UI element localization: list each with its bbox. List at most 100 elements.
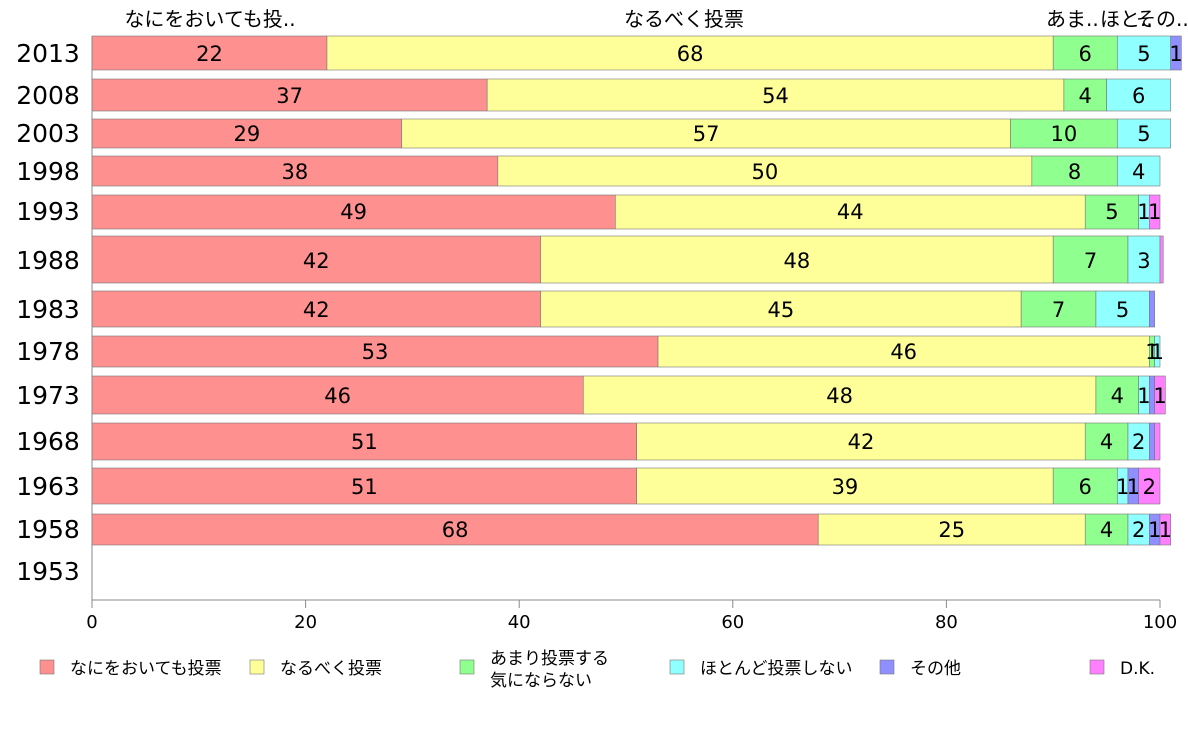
data-label: 1 — [1116, 475, 1129, 499]
legend-label: その他 — [910, 659, 961, 679]
bar-segment — [1052, 467, 1118, 505]
data-label: 37 — [276, 84, 303, 108]
legend-swatch — [249, 659, 265, 675]
bar-segment — [817, 513, 1086, 546]
bar-segment — [636, 467, 1054, 505]
data-label: 49 — [340, 200, 367, 224]
data-label: 4 — [1079, 84, 1092, 108]
bar-segment — [1063, 78, 1107, 112]
x-tick-label: 20 — [294, 612, 317, 633]
x-tick-label: 60 — [721, 612, 744, 633]
data-label: 1 — [1127, 475, 1140, 499]
series-top-label: その.. — [1136, 7, 1188, 31]
bar-segment — [401, 118, 1011, 149]
data-label: 1 — [1169, 42, 1182, 66]
bar-segment — [1116, 118, 1171, 149]
legend-label: あまり投票する — [490, 649, 609, 669]
x-tick-label: 40 — [508, 612, 531, 633]
bar-segment — [91, 118, 403, 149]
y-tick-label: 1958 — [16, 515, 80, 544]
data-label: 48 — [784, 249, 811, 273]
bar-segment — [91, 78, 488, 112]
bar-segment — [582, 375, 1097, 415]
data-label: 48 — [826, 384, 853, 408]
bar-segment — [1149, 194, 1161, 230]
x-tick-label: 80 — [935, 612, 958, 633]
data-label: 51 — [351, 430, 378, 454]
bar-segment — [1020, 290, 1097, 328]
data-label: 7 — [1052, 298, 1065, 322]
legend-swatch — [669, 659, 685, 675]
data-label: 7 — [1084, 249, 1097, 273]
bar-segment — [486, 78, 1065, 112]
y-tick-label: 1973 — [16, 381, 80, 410]
bar-segment — [1138, 467, 1161, 505]
data-label: 2 — [1132, 518, 1145, 542]
bar-segment — [91, 235, 541, 284]
data-label: 46 — [324, 384, 351, 408]
data-label: 10 — [1051, 122, 1078, 146]
data-label: 1 — [1137, 384, 1150, 408]
data-label: 3 — [1137, 249, 1150, 273]
y-tick-label: 1998 — [16, 157, 80, 186]
data-label: 51 — [351, 475, 378, 499]
bar-segment — [540, 290, 1022, 328]
bar-segment — [91, 35, 328, 71]
bar-segment — [1116, 35, 1171, 71]
data-label: 2 — [1143, 475, 1156, 499]
x-tick-label: 0 — [86, 612, 97, 633]
legend-swatch — [1089, 659, 1105, 675]
data-label: 25 — [938, 518, 965, 542]
data-label: 22 — [196, 42, 223, 66]
data-label: 1 — [1153, 384, 1166, 408]
data-label: 4 — [1132, 160, 1145, 184]
legend-swatch — [39, 659, 55, 675]
bar-segment — [540, 235, 1054, 284]
data-label: 54 — [762, 84, 789, 108]
legend-label: D.K. — [1120, 659, 1155, 679]
data-label: 2 — [1132, 430, 1145, 454]
data-label: 53 — [362, 340, 389, 364]
series-top-label: なるべく投票 — [624, 7, 744, 31]
y-tick-label: 1988 — [16, 246, 80, 275]
bar-segment — [1149, 290, 1155, 328]
y-tick-label: 1993 — [16, 197, 80, 226]
bar-segment — [91, 155, 499, 187]
data-label: 42 — [303, 298, 330, 322]
bar-segment — [1170, 35, 1182, 71]
data-label: 5 — [1105, 200, 1118, 224]
legend-swatch — [459, 659, 475, 675]
bar-segment — [1149, 422, 1155, 461]
bar-segment — [1084, 513, 1129, 546]
data-label: 4 — [1111, 384, 1124, 408]
data-label: 38 — [282, 160, 309, 184]
legend-swatch — [879, 659, 895, 675]
data-label: 50 — [751, 160, 778, 184]
y-tick-label: 2008 — [16, 81, 80, 110]
data-label: 57 — [693, 122, 720, 146]
data-label: 29 — [233, 122, 260, 146]
bar-segment — [1159, 235, 1164, 284]
data-label: 45 — [767, 298, 794, 322]
data-label: 5 — [1116, 298, 1129, 322]
data-label: 6 — [1079, 475, 1092, 499]
bar-segment — [1116, 155, 1161, 187]
data-label: 4 — [1100, 430, 1113, 454]
data-label: 68 — [442, 518, 469, 542]
y-tick-label: 1968 — [16, 427, 80, 456]
data-label: 4 — [1100, 518, 1113, 542]
bar-segment — [1154, 335, 1161, 368]
data-label: 5 — [1137, 122, 1150, 146]
y-tick-label: 1978 — [16, 337, 80, 366]
bar-segment — [1084, 422, 1129, 461]
data-label: 42 — [303, 249, 330, 273]
x-tick-label: 100 — [1143, 612, 1177, 633]
bar-segment — [1031, 155, 1118, 187]
data-label: 68 — [677, 42, 704, 66]
data-label: 42 — [848, 430, 875, 454]
data-label: 39 — [832, 475, 859, 499]
bar-segment — [1159, 513, 1171, 546]
